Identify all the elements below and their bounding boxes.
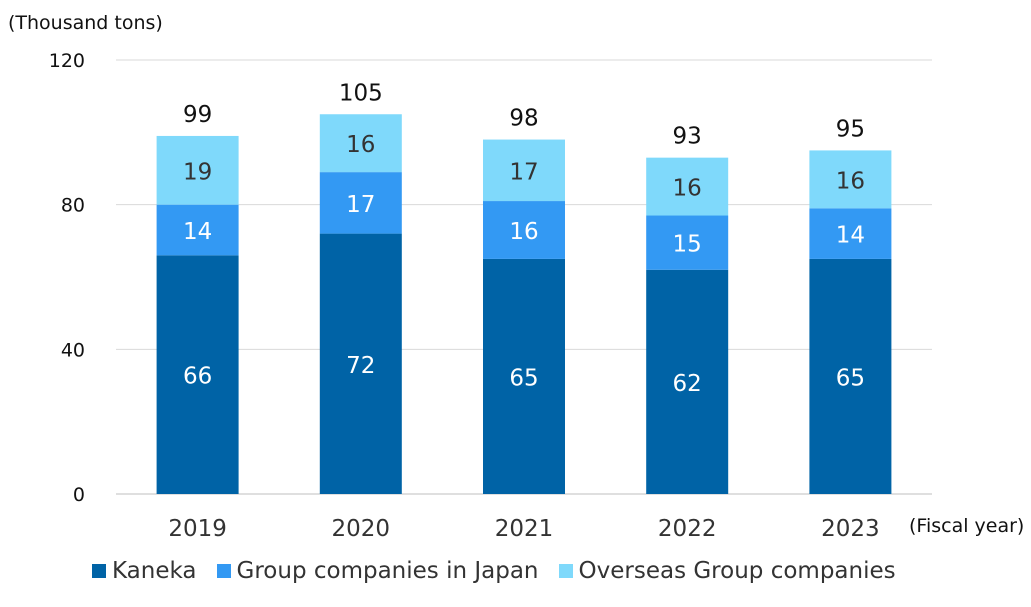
- bar-segment: [809, 258, 892, 494]
- x-tick-label: 2020: [332, 516, 391, 542]
- bar-segment: [483, 139, 565, 202]
- bar-segment: [156, 204, 239, 256]
- data-label: 14: [836, 223, 865, 249]
- y-axis-label: (Thousand tons): [8, 12, 163, 34]
- data-label: 65: [836, 365, 865, 391]
- bar-segment: [646, 215, 729, 270]
- data-label: 16: [836, 168, 865, 194]
- data-label: 62: [673, 371, 702, 397]
- data-label: 16: [673, 176, 702, 202]
- total-label: 105: [339, 80, 383, 106]
- bar-segment: [646, 157, 729, 216]
- data-label: 15: [673, 232, 702, 258]
- x-axis-label: (Fiscal year): [909, 515, 1025, 537]
- legend-swatch-group-companies-japan: [216, 564, 231, 578]
- legend-item-overseas-group-companies: Overseas Group companies: [558, 558, 896, 584]
- legend-item-group-companies-japan: Group companies in Japan: [216, 558, 539, 584]
- bar-segment: [319, 114, 402, 173]
- bar-segment: [809, 150, 892, 209]
- x-tick-label: 2023: [821, 516, 880, 542]
- x-tick-label: 2021: [495, 516, 554, 542]
- data-label: 17: [509, 159, 538, 185]
- data-label: 17: [346, 192, 375, 218]
- legend-label-group-companies-japan: Group companies in Japan: [236, 558, 539, 584]
- y-tick-label: 120: [49, 50, 85, 72]
- legend-label-overseas-group-companies: Overseas Group companies: [578, 558, 896, 584]
- bar-segment: [646, 269, 729, 494]
- data-label: 66: [183, 364, 212, 390]
- total-label: 99: [183, 102, 212, 128]
- y-tick-label: 40: [61, 339, 85, 361]
- data-label: 65: [509, 365, 538, 391]
- y-tick-label: 0: [73, 484, 85, 506]
- legend-swatch-kaneka: [92, 564, 106, 578]
- data-label: 16: [509, 219, 538, 245]
- data-label: 19: [183, 159, 212, 185]
- legend-swatch-overseas-group-companies: [558, 564, 573, 578]
- legend-label-kaneka: Kaneka: [112, 558, 197, 584]
- data-label: 16: [346, 132, 375, 158]
- legend-item-kaneka: Kaneka: [92, 558, 197, 584]
- bar-segment: [319, 233, 402, 494]
- y-tick-label: 80: [61, 195, 85, 217]
- x-tick-label: 2019: [168, 516, 227, 542]
- total-label: 95: [836, 116, 865, 142]
- bar-segment: [156, 255, 239, 494]
- x-tick-label: 2022: [658, 516, 717, 542]
- bar-segment: [809, 208, 892, 259]
- total-label: 93: [673, 124, 702, 150]
- bar-segment: [156, 135, 239, 205]
- data-label: 14: [183, 219, 212, 245]
- legend: Kaneka Group companies in Japan Overseas…: [92, 556, 916, 586]
- data-label: 72: [346, 353, 375, 379]
- bar-segment: [319, 172, 402, 234]
- bar-segment: [483, 201, 565, 259]
- bar-segment: [483, 258, 565, 494]
- total-label: 98: [509, 106, 538, 132]
